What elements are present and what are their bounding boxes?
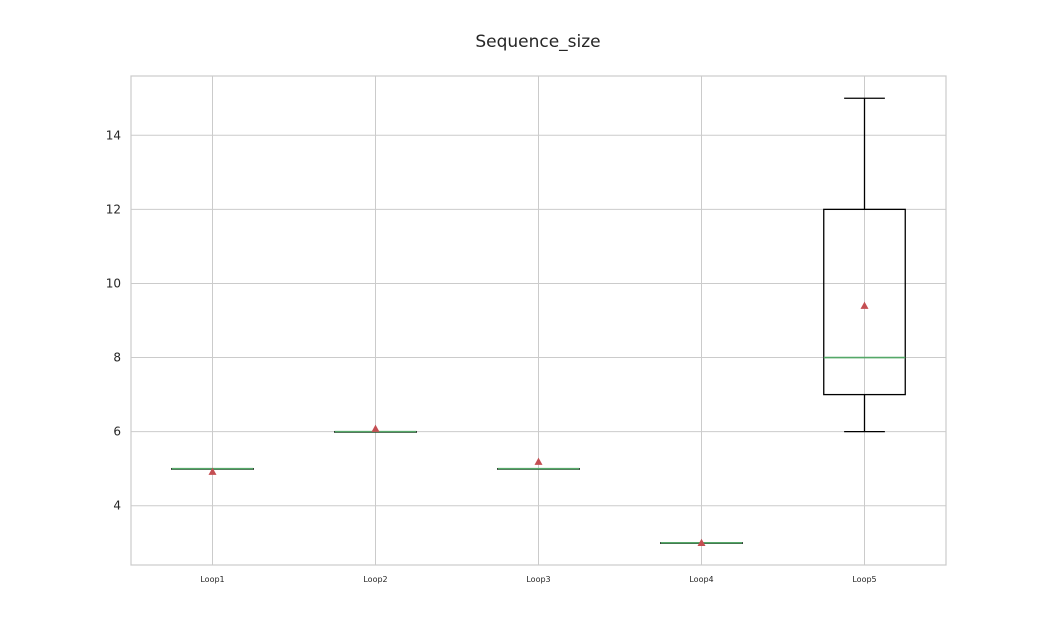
mean-marker [860, 301, 869, 309]
y-tick-label: 12 [106, 202, 121, 216]
box-loop3 [497, 457, 580, 470]
y-tick-label: 6 [113, 425, 121, 439]
x-tick-label: Loop3 [526, 575, 550, 584]
boxes [171, 97, 906, 546]
mean-marker [534, 457, 543, 465]
box-loop1 [171, 467, 254, 475]
y-tick-label: 8 [113, 351, 121, 365]
x-tick-label: Loop2 [363, 575, 387, 584]
y-tick-label: 4 [113, 499, 121, 513]
mean-marker [371, 424, 380, 432]
x-tick-label: Loop1 [200, 575, 224, 584]
box-body [823, 208, 906, 396]
x-tick-label: Loop4 [689, 575, 713, 584]
chart-title: Sequence_size [475, 32, 600, 52]
box-loop5 [823, 97, 906, 433]
mean-marker [697, 538, 706, 546]
y-tick-label: 14 [106, 128, 121, 142]
x-tick-label: Loop5 [852, 575, 876, 584]
box-loop4 [660, 538, 743, 546]
plot-frame [130, 75, 947, 566]
y-axis-ticks: 4 6 8 10 12 14 [106, 128, 121, 512]
x-axis-ticks: Loop1 Loop2 Loop3 Loop4 Loop5 [200, 575, 876, 584]
mean-marker [208, 467, 217, 475]
y-tick-label: 10 [106, 276, 121, 290]
box-loop2 [334, 424, 417, 433]
